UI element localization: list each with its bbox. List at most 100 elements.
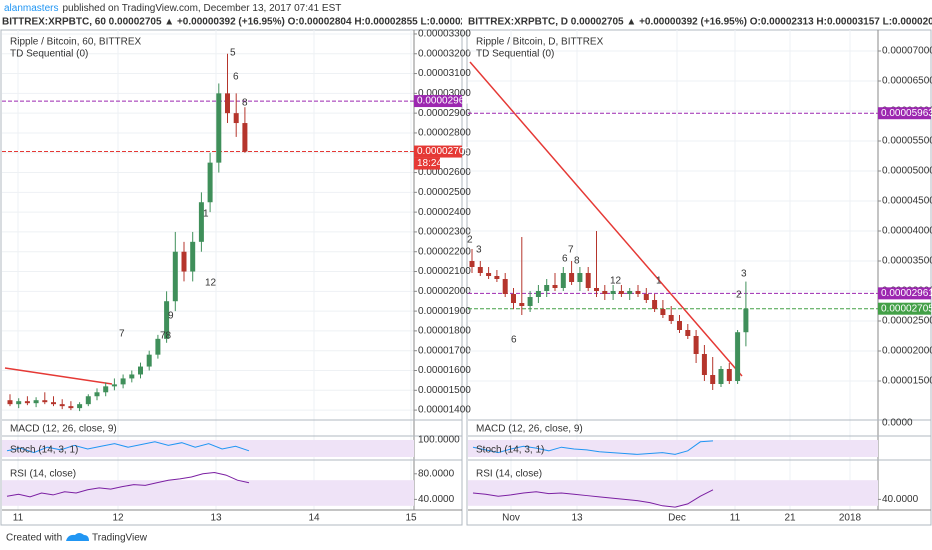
candle-body: [24, 401, 30, 404]
candle-body: [33, 400, 39, 404]
annotation: 3: [476, 245, 482, 256]
pane-border: [466, 29, 932, 526]
x-tick-label: 14: [308, 513, 320, 524]
annotation: 78: [160, 331, 172, 342]
macd-label: MACD (12, 26, close, 9): [476, 424, 583, 435]
y-tick-label: 0.00001500: [882, 376, 932, 387]
chart-title: Ripple / Bitcoin, 60, BITTREX: [10, 37, 141, 48]
candle-body: [103, 386, 109, 393]
y-tick-label: 0.00002500: [882, 316, 932, 327]
candle-body: [527, 297, 533, 306]
stoch-band: [468, 440, 878, 457]
annotation: 8: [242, 98, 248, 109]
candle-body: [535, 291, 541, 297]
candle-body: [652, 300, 658, 309]
chart-title: Ripple / Bitcoin, D, BITTREX: [476, 37, 604, 48]
candle-body: [560, 273, 566, 288]
candle-body: [552, 285, 558, 288]
candle-body: [16, 401, 22, 405]
pane-border: [0, 29, 463, 526]
candle-body: [494, 276, 500, 279]
annotation: 6: [562, 254, 568, 265]
y-tick-label: 0.00003200: [418, 48, 471, 59]
candle-body: [138, 366, 143, 375]
y-tick-label: 0.00001600: [418, 365, 471, 376]
price-label: 0.00002705: [881, 303, 932, 314]
candle-body: [42, 400, 48, 403]
y-tick-label: 0.00002800: [418, 128, 471, 139]
y-tick-label: 0.00002300: [418, 227, 471, 238]
y-tick-label: 0.00002000: [882, 346, 932, 357]
footer: Created with TradingView: [6, 533, 148, 544]
candle-body: [233, 113, 239, 124]
price-label: 0.00005963: [881, 108, 932, 119]
candle-body: [594, 288, 599, 291]
candle-body: [585, 273, 591, 288]
y-tick-label: 0.00002600: [418, 167, 471, 178]
rsi-tick-label: 40.0000: [882, 494, 919, 505]
price-label-bg: [878, 302, 931, 315]
price-label-bg: [878, 107, 931, 120]
y-tick-label: 0.00001400: [418, 405, 471, 416]
candle-body: [155, 338, 161, 355]
candle-body: [181, 251, 187, 272]
y-tick-label: 0.00001900: [418, 306, 471, 317]
y-tick-label: 0.00002500: [418, 187, 471, 198]
rsi-label: RSI (14, close): [10, 469, 76, 480]
candle-body: [685, 330, 691, 336]
candle-body: [51, 402, 56, 405]
trend-line: [4, 367, 113, 385]
x-tick-label: 15: [405, 513, 417, 524]
stoch-line: [6, 441, 250, 454]
candle-body: [511, 294, 516, 303]
symbol-line: BITTREX:XRPBTC, 60 0.00002705 ▲ +0.00000…: [2, 17, 549, 28]
annotation: 7: [119, 329, 125, 340]
candle-body: [726, 369, 732, 381]
x-tick-label: 21: [784, 513, 796, 524]
macd-label: MACD (12, 26, close, 9): [10, 424, 117, 435]
y-tick-label: 0.00001500: [418, 385, 471, 396]
candle-body: [190, 241, 196, 272]
candle-body: [85, 396, 91, 405]
candle-body: [146, 354, 152, 367]
x-tick-label: 13: [210, 513, 222, 524]
candle-body: [618, 291, 624, 294]
y-tick-label: 0.00002400: [418, 207, 471, 218]
y-tick-label: 0.00003100: [418, 68, 471, 79]
y-tick-label: 0.00003300: [418, 29, 471, 40]
annotation: 7: [568, 245, 574, 256]
candle-body: [94, 392, 100, 397]
candle-body: [710, 375, 716, 384]
x-tick-label: 11: [730, 513, 741, 524]
candle-body: [635, 291, 641, 294]
footer-text: Created with: [6, 533, 62, 544]
y-tick-label: 0.00003500: [882, 256, 932, 267]
author[interactable]: alanmasters: [4, 3, 58, 14]
y-tick-label: 0.00002000: [418, 286, 471, 297]
annotation: 6: [233, 72, 239, 83]
y-tick-label: 0.00001800: [418, 326, 471, 337]
y-tick-label: 0.00007000: [882, 46, 932, 57]
candle-body: [7, 400, 13, 405]
x-tick-label: 12: [112, 513, 124, 524]
annotation: 1: [203, 209, 209, 220]
candle-body: [577, 273, 583, 282]
time-label-bg: [414, 157, 440, 170]
rsi-label: RSI (14, close): [476, 469, 542, 480]
candle-body: [569, 273, 575, 282]
candle-body: [68, 406, 74, 409]
candle-body: [164, 301, 170, 339]
price-label: 0.00002961: [417, 96, 470, 107]
rsi-band: [2, 480, 414, 506]
stoch-label: Stoch (14, 3, 1): [476, 445, 544, 456]
annotation: 2: [467, 235, 473, 246]
candle-body: [111, 384, 117, 387]
candle-body: [477, 267, 483, 273]
y-tick-label: 0.00002200: [418, 246, 471, 257]
rsi-line: [472, 489, 714, 508]
rsi-line: [6, 472, 250, 498]
footer-brand[interactable]: TradingView: [92, 533, 148, 544]
candle-body: [627, 291, 633, 294]
candle-body: [120, 378, 126, 385]
